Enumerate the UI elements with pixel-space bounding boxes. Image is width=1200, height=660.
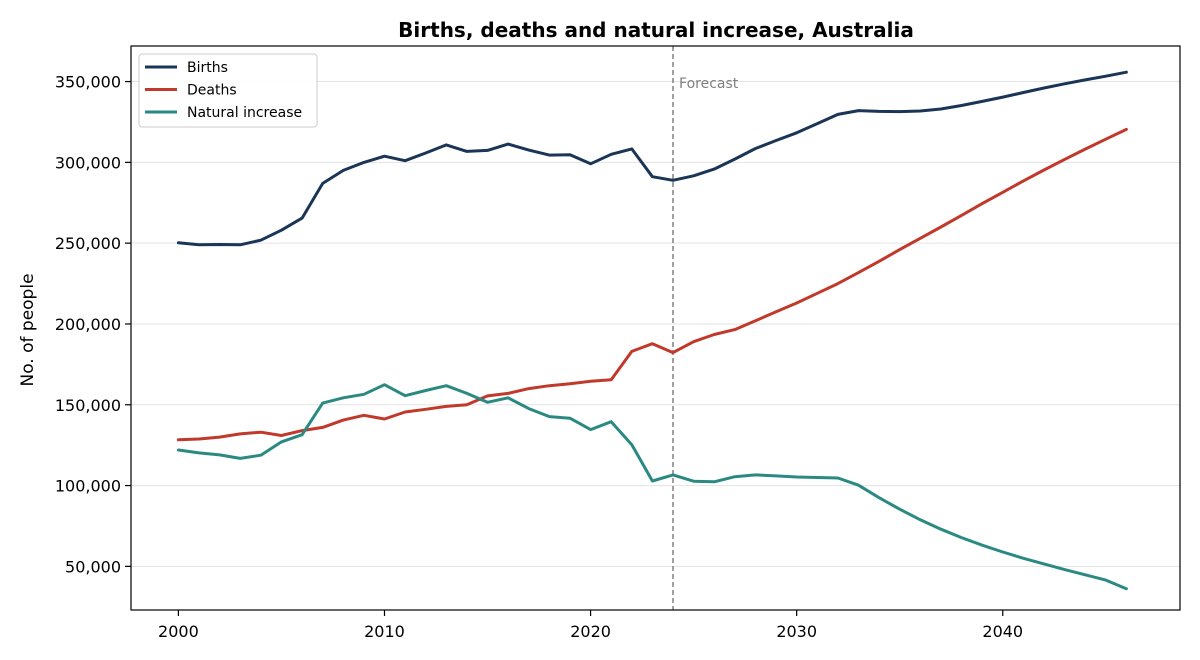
x-tick-label: 2000 — [158, 622, 199, 641]
x-axis: 2000 2010 2020 2030 2040 — [158, 610, 1023, 641]
series-line-births — [176, 70, 1128, 247]
forecast-annotation: Forecast — [672, 46, 739, 610]
y-tick-label: 350,000 — [55, 73, 121, 92]
legend-label-births: Births — [187, 60, 228, 76]
y-tick-label: 50,000 — [65, 557, 121, 576]
series-group — [176, 70, 1128, 591]
legend-label-natural-increase: Natural increase — [187, 105, 302, 121]
gridlines — [131, 81, 1180, 567]
y-axis: 50,000 100,000 150,000 200,000 250,000 300,00… — [55, 73, 131, 576]
y-axis-label: No. of people — [18, 273, 38, 386]
forecast-label: Forecast — [679, 76, 739, 92]
chart-title: Births, deaths and natural increase, Aus… — [398, 18, 914, 42]
y-tick-label: 200,000 — [55, 315, 121, 334]
y-tick-label: 250,000 — [55, 234, 121, 253]
x-tick-label: 2010 — [364, 622, 405, 641]
x-tick-label: 2040 — [982, 622, 1023, 641]
plot-frame — [130, 45, 1181, 611]
x-tick-label: 2020 — [570, 622, 611, 641]
y-tick-label: 100,000 — [55, 477, 121, 496]
series-line-deaths — [176, 127, 1128, 442]
series-line-natural-increase — [176, 383, 1128, 591]
y-tick-label: 300,000 — [55, 153, 121, 172]
legend-box — [138, 53, 318, 128]
legend: Births Deaths Natural increase — [138, 53, 318, 128]
x-tick-label: 2030 — [776, 622, 817, 641]
legend-label-deaths: Deaths — [187, 83, 237, 99]
y-tick-label: 150,000 — [55, 396, 121, 415]
